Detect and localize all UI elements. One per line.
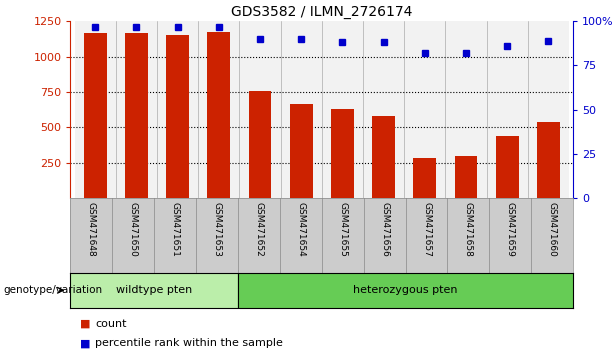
Bar: [363, 21, 404, 198]
Text: GSM471653: GSM471653: [213, 202, 222, 257]
Bar: [198, 21, 240, 198]
Bar: [238, 273, 573, 308]
Text: GSM471657: GSM471657: [422, 202, 431, 257]
Text: GSM471654: GSM471654: [296, 202, 305, 257]
Bar: [290, 104, 313, 198]
Text: GSM471658: GSM471658: [464, 202, 473, 257]
Text: GSM471660: GSM471660: [547, 202, 557, 257]
Text: count: count: [95, 319, 126, 329]
Bar: [496, 136, 519, 198]
Bar: [455, 156, 478, 198]
Text: GSM471651: GSM471651: [170, 202, 180, 257]
Text: GSM471655: GSM471655: [338, 202, 348, 257]
Bar: [372, 116, 395, 198]
Bar: [157, 21, 198, 198]
Bar: [414, 158, 436, 198]
Bar: [240, 21, 281, 198]
Text: GSM471648: GSM471648: [87, 202, 96, 257]
Text: GSM471652: GSM471652: [254, 202, 264, 257]
Text: genotype/variation: genotype/variation: [3, 285, 102, 295]
Bar: [528, 21, 569, 198]
Title: GDS3582 / ILMN_2726174: GDS3582 / ILMN_2726174: [231, 5, 413, 19]
Text: GSM471650: GSM471650: [129, 202, 138, 257]
Bar: [322, 21, 363, 198]
Bar: [537, 122, 560, 198]
Bar: [125, 33, 148, 198]
Bar: [70, 273, 238, 308]
Bar: [84, 33, 107, 198]
Bar: [166, 35, 189, 198]
Bar: [446, 21, 487, 198]
Bar: [75, 21, 116, 198]
Text: GSM471659: GSM471659: [506, 202, 515, 257]
Bar: [116, 21, 157, 198]
Bar: [249, 91, 272, 198]
Text: GSM471656: GSM471656: [380, 202, 389, 257]
Text: percentile rank within the sample: percentile rank within the sample: [95, 338, 283, 348]
Text: heterozygous pten: heterozygous pten: [353, 285, 458, 295]
Bar: [331, 109, 354, 198]
Bar: [404, 21, 446, 198]
Bar: [207, 32, 230, 198]
Bar: [281, 21, 322, 198]
Text: wildtype pten: wildtype pten: [116, 285, 192, 295]
Text: ■: ■: [80, 319, 90, 329]
Bar: [487, 21, 528, 198]
Text: ■: ■: [80, 338, 90, 348]
